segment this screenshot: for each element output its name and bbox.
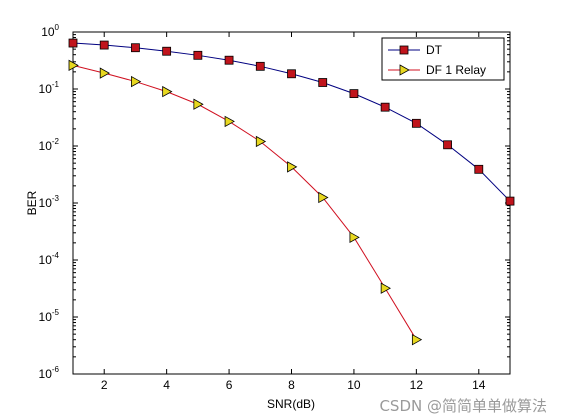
x-tick-label: 14 <box>472 378 486 392</box>
y-tick-exponent: -6 <box>52 365 60 374</box>
x-tick-label: 4 <box>163 378 170 392</box>
plot-area <box>72 31 511 375</box>
series-point <box>349 231 360 243</box>
legend-entry: DT <box>426 43 443 57</box>
y-tick-exponent: -2 <box>52 137 60 146</box>
series-point <box>162 85 173 98</box>
series-point <box>68 38 78 48</box>
y-tick-base: 10 <box>39 367 53 381</box>
series-point <box>99 67 111 79</box>
series-point <box>193 50 203 60</box>
series-point <box>255 61 265 71</box>
series-point <box>68 59 79 72</box>
series-point <box>162 46 172 56</box>
series-point <box>193 98 204 110</box>
y-tick-label: 10-6 <box>39 365 60 381</box>
series-0 <box>68 38 515 206</box>
y-tick-base: 10 <box>39 139 53 153</box>
series-point <box>318 78 328 87</box>
x-axis-label: SNR(dB) <box>267 397 315 411</box>
series-point <box>474 164 484 174</box>
x-tick-label: 10 <box>347 378 361 392</box>
series-point <box>287 161 298 173</box>
series-point <box>411 334 423 346</box>
series-point <box>224 55 234 65</box>
y-tick-exponent: -1 <box>52 80 60 89</box>
y-tick-base: 10 <box>39 253 53 267</box>
y-tick-base: 10 <box>39 82 53 96</box>
series-layer <box>68 38 515 346</box>
legend-marker <box>399 45 409 55</box>
legend-marker <box>399 64 410 76</box>
series-point <box>131 75 142 88</box>
legend-entry: DF 1 Relay <box>426 63 486 77</box>
y-tick-exponent: 0 <box>55 23 60 32</box>
legend: DT DF 1 Relay <box>381 37 505 81</box>
y-tick-exponent: -5 <box>52 308 60 317</box>
y-tick-label: 10-4 <box>39 251 60 267</box>
y-tick-label: 10-1 <box>39 80 60 96</box>
series-point <box>505 196 515 206</box>
y-tick-label: 10-2 <box>39 137 60 153</box>
x-tick-label: 2 <box>101 378 108 392</box>
series-line <box>72 64 417 340</box>
series-point <box>255 135 267 148</box>
y-tick-exponent: -4 <box>52 251 60 260</box>
y-axis-label: BER <box>25 190 39 215</box>
series-point <box>318 191 329 204</box>
series-1 <box>68 59 423 346</box>
y-tick-base: 10 <box>41 25 55 39</box>
y-tick-label: 100 <box>41 23 59 39</box>
watermark-text: CSDN @简简单单做算法 <box>379 397 547 415</box>
y-tick-exponent: -3 <box>52 194 60 203</box>
x-tick-label: 6 <box>226 378 233 392</box>
y-tick-label: 10-3 <box>39 194 60 210</box>
series-point <box>411 118 421 128</box>
y-tick-base: 10 <box>39 310 53 324</box>
series-point <box>380 102 390 112</box>
series-point <box>131 43 140 53</box>
series-point <box>380 282 391 294</box>
x-tick-label: 8 <box>288 378 295 392</box>
series-point <box>443 140 452 150</box>
x-tick-label: 12 <box>410 378 424 392</box>
y-tick-label: 10-5 <box>39 308 60 324</box>
series-point <box>99 40 109 50</box>
series-point <box>349 89 359 99</box>
y-tick-base: 10 <box>39 196 53 210</box>
series-point <box>287 69 296 79</box>
series-point <box>224 115 235 128</box>
